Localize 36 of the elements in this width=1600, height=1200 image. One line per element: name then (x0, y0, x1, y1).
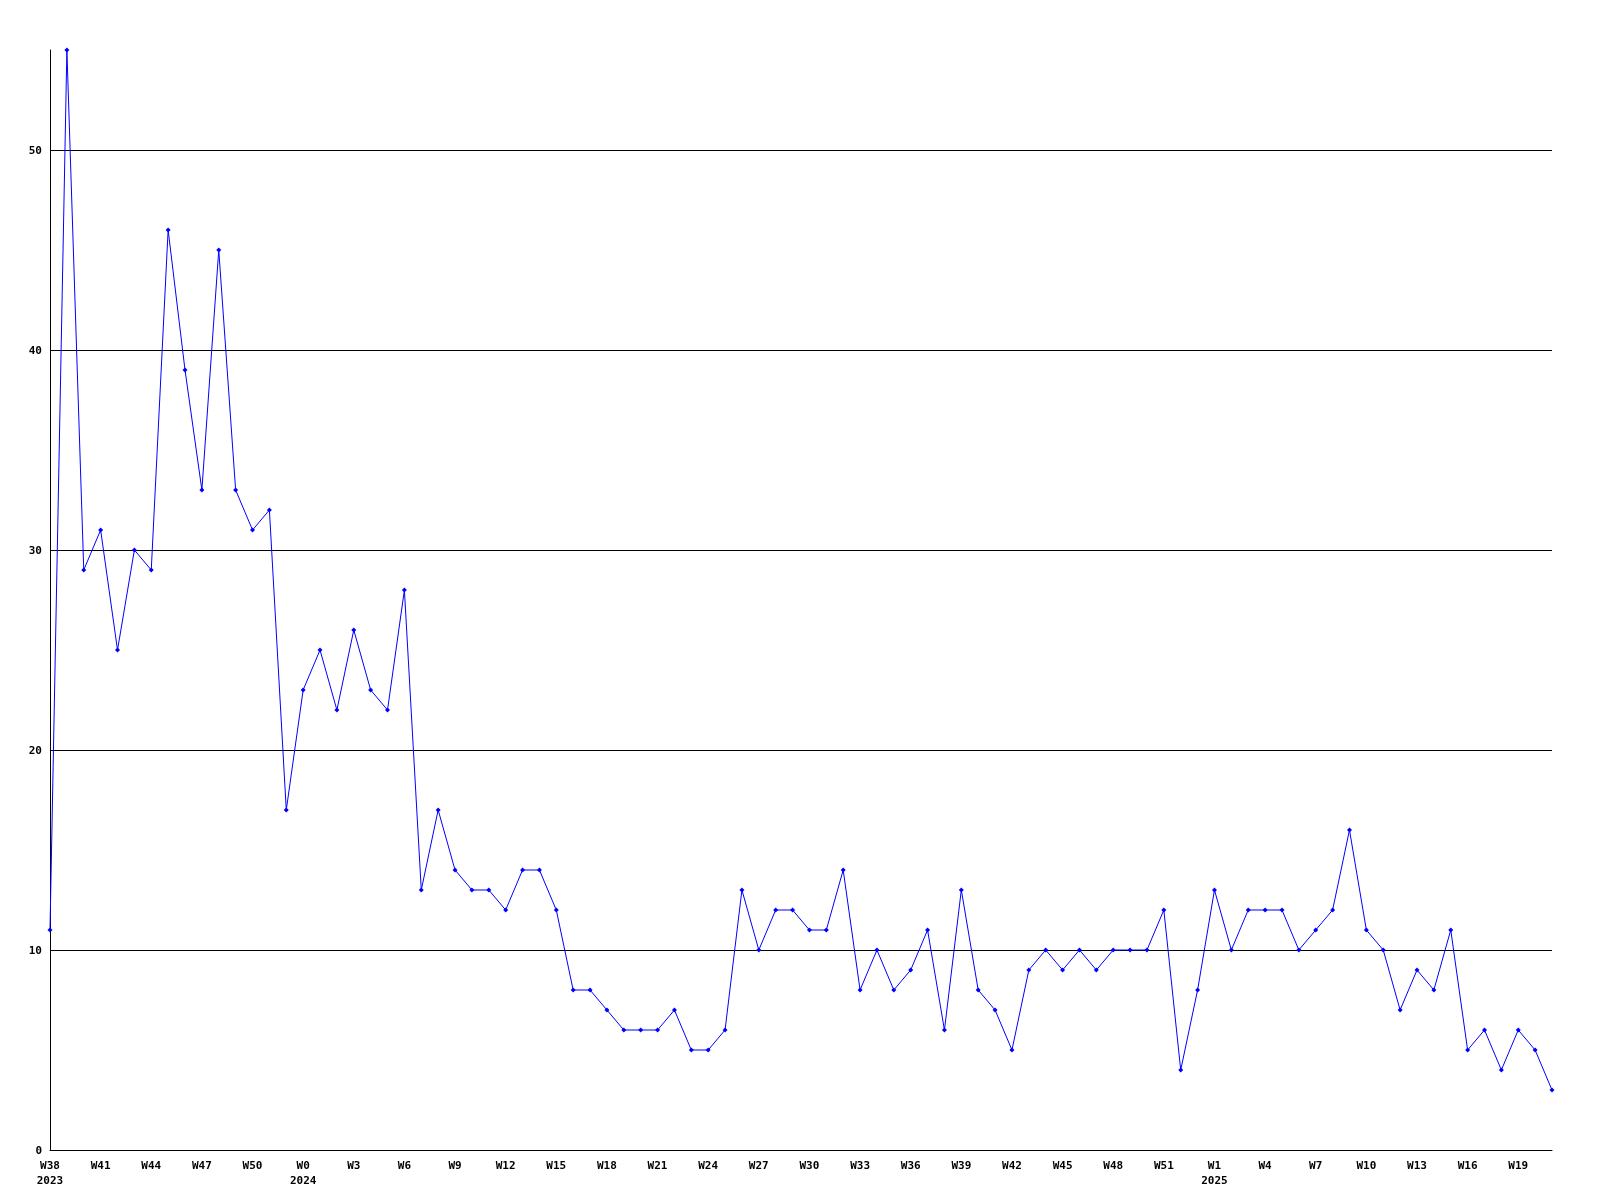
x-tick-label: W27 (748, 1159, 769, 1172)
x-tick-label: W44 (141, 1159, 162, 1172)
x-tick-label: W42 (1002, 1159, 1022, 1172)
x-tick-label: W24 (698, 1159, 719, 1172)
x-tick-label: W36 (900, 1159, 921, 1172)
x-tick-label: W45 (1052, 1159, 1073, 1172)
x-tick-label: W10 (1356, 1159, 1377, 1172)
x-tick-label: W15 (546, 1159, 567, 1172)
x-tick-label: W48 (1103, 1159, 1124, 1172)
y-tick-label: 50 (28, 143, 42, 157)
y-tick-label: 20 (28, 743, 42, 757)
x-tick-label: W38 2023 (36, 1159, 64, 1187)
x-tick-label: W13 (1407, 1159, 1427, 1172)
x-tick-label: W19 (1508, 1159, 1529, 1172)
y-tick-label: 0 (35, 1143, 42, 1157)
x-tick-label: W50 (242, 1159, 263, 1172)
x-tick-label: W41 (90, 1159, 111, 1172)
x-tick-label: W9 (448, 1159, 462, 1172)
x-tick-label: W6 (397, 1159, 412, 1172)
x-tick-label: W18 (596, 1159, 617, 1172)
x-tick-label: W39 (951, 1159, 972, 1172)
x-tick-label: W1 2025 (1201, 1159, 1228, 1187)
x-tick-label: W4 (1258, 1159, 1273, 1172)
x-tick-label: W0 2024 (289, 1159, 317, 1187)
x-tick-label: W33 (850, 1159, 870, 1172)
x-tick-label: W12 (495, 1159, 516, 1172)
y-tick-label: 10 (28, 943, 42, 957)
x-tick-label: W16 (1457, 1159, 1478, 1172)
x-tick-label: W47 (191, 1159, 212, 1172)
x-tick-label: W51 (1153, 1159, 1175, 1172)
x-tick-label: W3 (347, 1159, 361, 1172)
x-tick-label: W21 (647, 1159, 668, 1172)
y-tick-label: 30 (28, 543, 42, 557)
x-tick-label: W7 (1309, 1159, 1323, 1172)
x-tick-label: W30 (799, 1159, 820, 1172)
y-tick-label: 40 (28, 343, 42, 357)
